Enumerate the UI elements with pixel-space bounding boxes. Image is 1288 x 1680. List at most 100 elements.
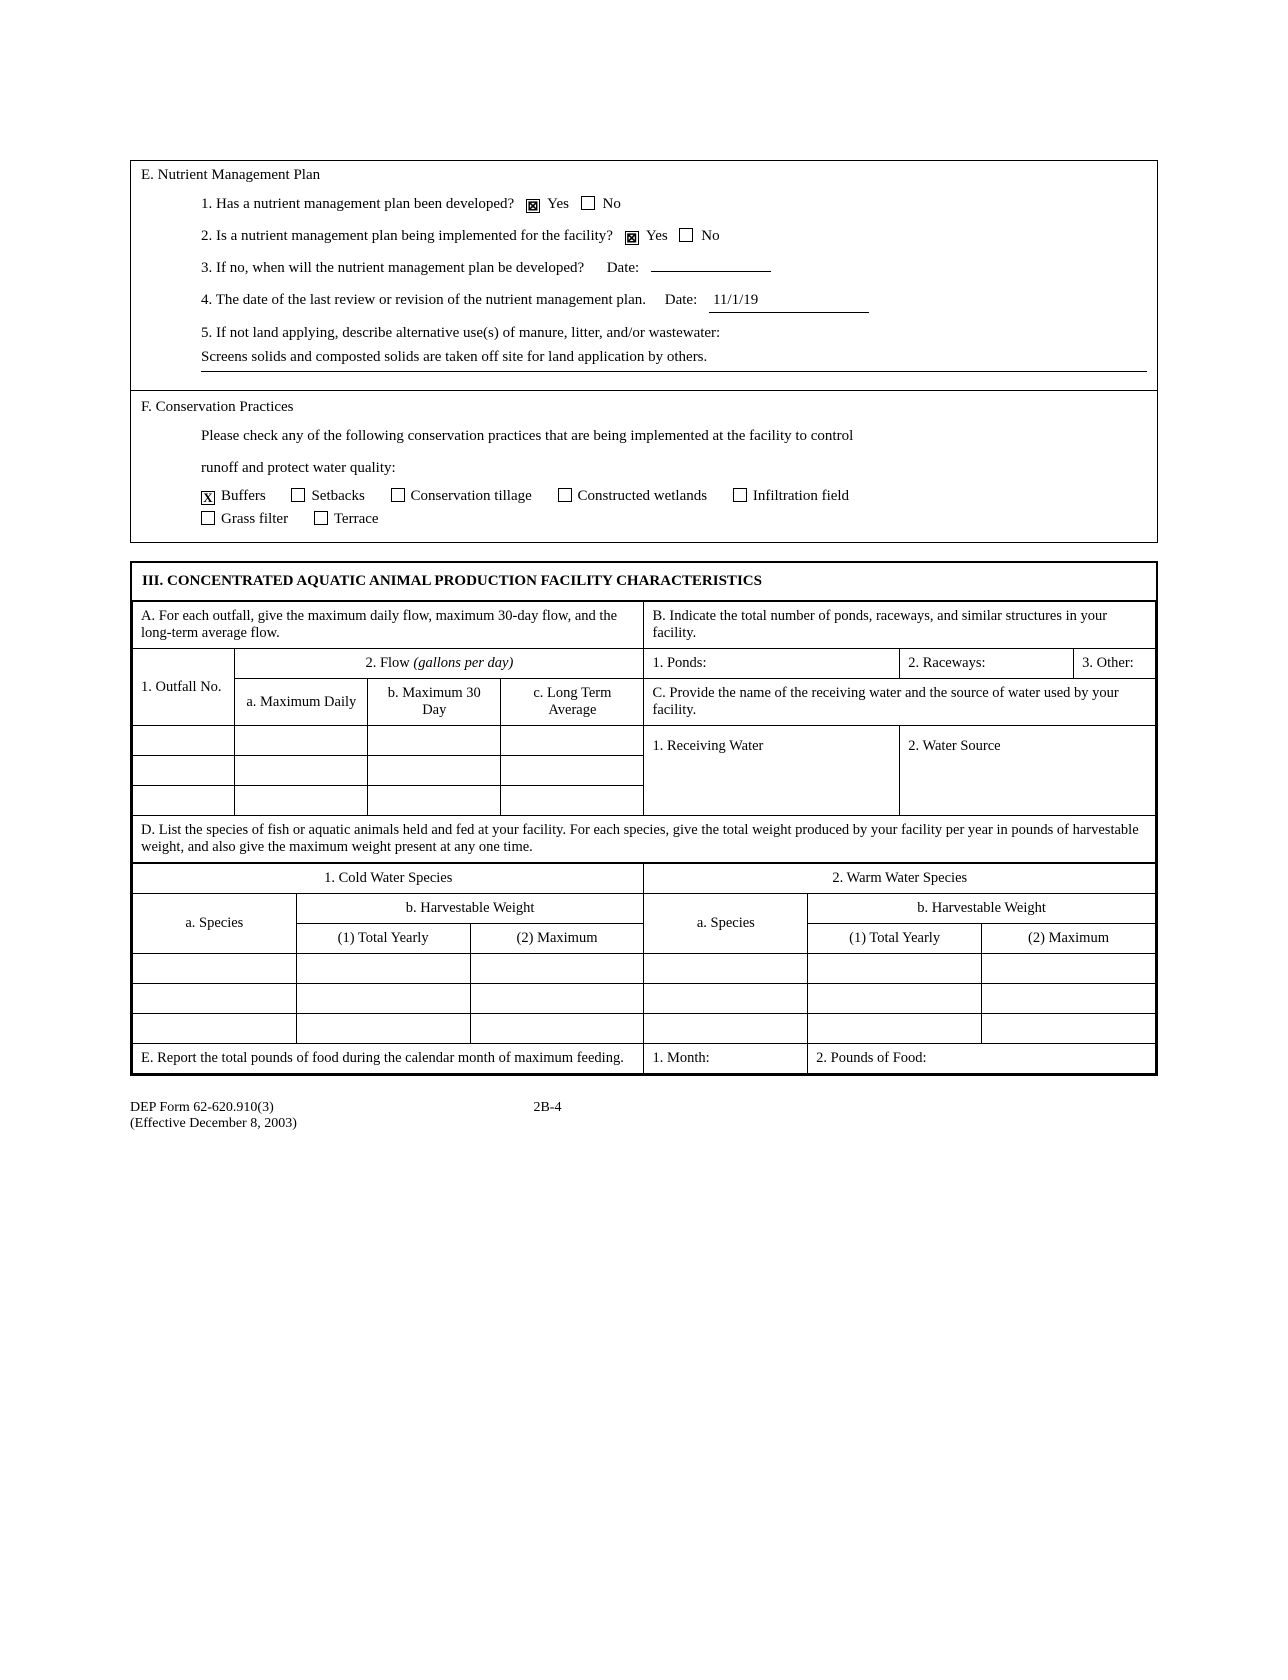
conservation-row-1: X Buffers Setbacks Conservation tillage C… <box>201 488 1147 505</box>
warm-water-header: 2. Warm Water Species <box>644 864 1156 894</box>
q1-no-label: No <box>603 196 621 212</box>
species-table: 1. Cold Water Species 2. Warm Water Spec… <box>132 863 1156 1074</box>
flow-b: b. Maximum 30 Day <box>368 679 501 726</box>
q4-date-value[interactable]: 11/1/19 <box>709 288 869 313</box>
sp-r3c3[interactable] <box>470 1014 644 1044</box>
outfall-row3-a[interactable] <box>235 786 368 816</box>
cell-c: C. Provide the name of the receiving wat… <box>644 679 1156 726</box>
footer-effective: (Effective December 8, 2003) <box>130 1116 297 1132</box>
outfall-row1-a[interactable] <box>235 726 368 756</box>
outfall-row1-b[interactable] <box>368 726 501 756</box>
q2-no-checkbox[interactable] <box>679 228 693 242</box>
outfall-row2-a[interactable] <box>235 756 368 786</box>
other-label: 3. Other: <box>1074 649 1156 679</box>
footer-page: 2B-4 <box>533 1100 561 1132</box>
cell-b: B. Indicate the total number of ponds, r… <box>644 602 1156 649</box>
q1-yes-checkbox[interactable]: ⊠ <box>526 199 540 213</box>
q2-yes-label: Yes <box>646 228 668 244</box>
sp-r2c5[interactable] <box>808 984 982 1014</box>
q3-date-label: Date: <box>607 260 639 276</box>
warm-harvest-label: b. Harvestable Weight <box>808 894 1156 924</box>
section-e-f-box: E. Nutrient Management Plan 1. Has a nut… <box>130 160 1158 543</box>
cold-water-header: 1. Cold Water Species <box>133 864 644 894</box>
q1-yes-label: Yes <box>547 196 569 212</box>
sp-r1c1[interactable] <box>133 954 297 984</box>
terrace-checkbox[interactable] <box>314 511 328 525</box>
sp-r2c6[interactable] <box>982 984 1156 1014</box>
month-label: 1. Month: <box>644 1044 808 1074</box>
section-f: F. Conservation Practices Please check a… <box>131 391 1157 542</box>
q2-row: 2. Is a nutrient management plan being i… <box>201 224 1147 248</box>
footer-form: DEP Form 62-620.910(3) <box>130 1100 297 1116</box>
section-e-title: E. Nutrient Management Plan <box>141 167 1147 184</box>
q2-yes-checkbox[interactable]: ⊠ <box>625 231 639 245</box>
section-3-table: A. For each outfall, give the maximum da… <box>132 601 1156 863</box>
outfall-no-label: 1. Outfall No. <box>133 649 235 726</box>
sp-r2c1[interactable] <box>133 984 297 1014</box>
sp-r1c3[interactable] <box>470 954 644 984</box>
outfall-row2-no[interactable] <box>133 756 235 786</box>
q5-text: 5. If not land applying, describe altern… <box>201 321 1147 345</box>
infiltration-field-checkbox[interactable] <box>733 488 747 502</box>
section-f-title: F. Conservation Practices <box>141 399 1147 416</box>
cell-a: A. For each outfall, give the maximum da… <box>133 602 644 649</box>
buffers-checkbox[interactable]: X <box>201 491 215 505</box>
section-3-title: III. CONCENTRATED AQUATIC ANIMAL PRODUCT… <box>132 563 1156 601</box>
warm-yearly-label: (1) Total Yearly <box>808 924 982 954</box>
sp-r2c3[interactable] <box>470 984 644 1014</box>
sp-r3c6[interactable] <box>982 1014 1156 1044</box>
warm-max-label: (2) Maximum <box>982 924 1156 954</box>
cell-d: D. List the species of fish or aquatic a… <box>133 816 1156 863</box>
outfall-row1-no[interactable] <box>133 726 235 756</box>
outfall-row1-c[interactable] <box>501 726 644 756</box>
footer-spacer <box>958 1100 1158 1132</box>
sp-r3c4[interactable] <box>644 1014 808 1044</box>
outfall-row3-no[interactable] <box>133 786 235 816</box>
q3-text: 3. If no, when will the nutrient managem… <box>201 260 584 276</box>
outfall-row2-b[interactable] <box>368 756 501 786</box>
footer-left: DEP Form 62-620.910(3) (Effective Decemb… <box>130 1100 297 1132</box>
flow-header: 2. Flow (gallons per day) <box>235 649 644 679</box>
q5-answer[interactable]: Screens solids and composted solids are … <box>201 345 1147 372</box>
constructed-wetlands-label: Constructed wetlands <box>578 488 708 504</box>
sp-r3c5[interactable] <box>808 1014 982 1044</box>
f-intro1: Please check any of the following conser… <box>201 424 1147 448</box>
sp-r2c2[interactable] <box>296 984 470 1014</box>
section-e: E. Nutrient Management Plan 1. Has a nut… <box>131 161 1157 391</box>
sp-r1c4[interactable] <box>644 954 808 984</box>
sp-r1c2[interactable] <box>296 954 470 984</box>
water-source-label: 2. Water Source <box>900 726 1156 816</box>
outfall-row2-c[interactable] <box>501 756 644 786</box>
sp-r3c2[interactable] <box>296 1014 470 1044</box>
footer: DEP Form 62-620.910(3) (Effective Decemb… <box>130 1100 1158 1132</box>
q1-text: 1. Has a nutrient management plan been d… <box>201 196 514 212</box>
q2-no-label: No <box>701 228 719 244</box>
buffers-label: Buffers <box>221 488 266 504</box>
sp-r3c1[interactable] <box>133 1014 297 1044</box>
constructed-wetlands-checkbox[interactable] <box>558 488 572 502</box>
q1-row: 1. Has a nutrient management plan been d… <box>201 192 1147 216</box>
outfall-row3-c[interactable] <box>501 786 644 816</box>
grass-filter-checkbox[interactable] <box>201 511 215 525</box>
conservation-tillage-checkbox[interactable] <box>391 488 405 502</box>
cold-species-label: a. Species <box>133 894 297 954</box>
q2-text: 2. Is a nutrient management plan being i… <box>201 228 613 244</box>
outfall-row3-b[interactable] <box>368 786 501 816</box>
infiltration-field-label: Infiltration field <box>753 488 849 504</box>
q1-no-checkbox[interactable] <box>581 196 595 210</box>
setbacks-checkbox[interactable] <box>291 488 305 502</box>
q3-row: 3. If no, when will the nutrient managem… <box>201 256 1147 280</box>
sp-r1c5[interactable] <box>808 954 982 984</box>
q4-date-label: Date: <box>665 292 697 308</box>
cell-e: E. Report the total pounds of food durin… <box>133 1044 644 1074</box>
q4-text: 4. The date of the last review or revisi… <box>201 292 646 308</box>
q3-date-value[interactable] <box>651 271 771 272</box>
raceways-label: 2. Raceways: <box>900 649 1074 679</box>
sp-r1c6[interactable] <box>982 954 1156 984</box>
f-intro2: runoff and protect water quality: <box>201 456 1147 480</box>
conservation-tillage-label: Conservation tillage <box>411 488 532 504</box>
setbacks-label: Setbacks <box>311 488 364 504</box>
sp-r2c4[interactable] <box>644 984 808 1014</box>
conservation-row-2: Grass filter Terrace <box>201 511 1147 528</box>
cold-yearly-label: (1) Total Yearly <box>296 924 470 954</box>
